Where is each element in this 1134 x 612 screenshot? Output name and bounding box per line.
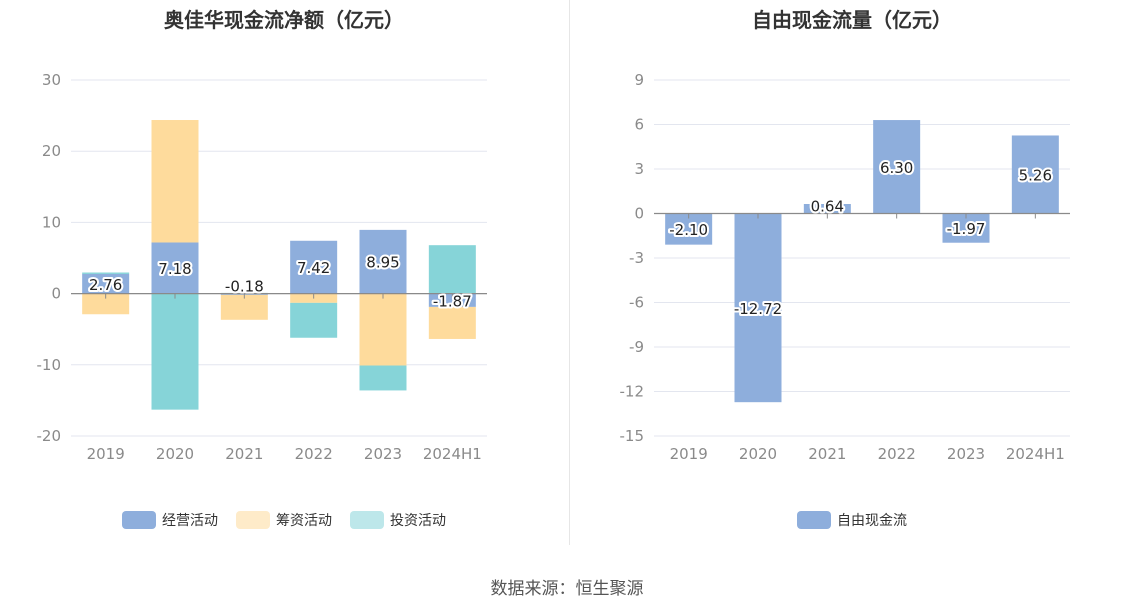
bar-筹资活动-2023 [359,293,407,366]
bar-筹资活动-2019 [82,293,130,315]
panel-divider [569,0,570,545]
y-tick-label: 0 [634,205,644,223]
data-label: 6.30 [880,159,913,177]
right-chart-title: 自由现金流量（亿元） [752,8,952,32]
data-label: 2.76 [89,276,122,294]
y-tick-label: 3 [634,160,644,178]
left-chart-panel: 奥佳华现金流净额（亿元） 30 20 10 0 -10 -20 2019 2020 2021 20… [0,0,568,545]
y-tick-label: 9 [634,71,644,89]
x-tick-label: 2021 [225,445,263,463]
left-chart-svg: 30 20 10 0 -10 -20 2019 2020 2021 2022 2023 2024H1 2… [37,71,487,463]
x-tick-label: 2023 [364,445,402,463]
x-tick-label: 2024H1 [423,445,482,463]
legend-item[interactable]: 经营活动 [122,510,218,530]
data-label: 0.64 [811,198,844,216]
data-label: -1.97 [947,220,986,238]
x-tick-label: 2022 [878,445,916,463]
bar-投资活动-2024H1 [428,245,476,294]
bar-经营活动-2022 [290,240,338,294]
data-source-note: 数据来源：恒生聚源 [490,579,644,599]
y-tick-label: 30 [42,71,61,89]
data-label: 5.26 [1019,166,1052,184]
legend-swatch [350,511,384,529]
legend-label: 自由现金流 [837,513,907,529]
bar-投资活动-2019 [82,272,130,274]
x-tick-label: 2022 [295,445,333,463]
x-tick-label: 2024H1 [1006,445,1065,463]
legend-swatch [797,511,831,529]
legend-swatch [122,511,156,529]
y-tick-label: -15 [620,427,645,445]
y-tick-label: 0 [51,285,61,303]
legend-label: 经营活动 [162,513,218,529]
y-tick-label: -3 [629,249,644,267]
bar-投资活动-2022 [290,302,338,338]
bar-投资活动-2020 [151,293,199,410]
bar-经营活动-2023 [359,229,407,294]
y-tick-label: 10 [42,213,61,231]
bar-经营活动-2019 [82,273,130,294]
data-label: -1.87 [433,292,472,310]
legend-item[interactable]: 自由现金流 [797,510,907,530]
left-chart-title: 奥佳华现金流净额（亿元） [164,8,404,32]
data-label: -12.72 [734,300,782,318]
data-label: 7.42 [297,259,330,277]
y-tick-label: -6 [629,294,644,312]
y-tick-label: 6 [634,116,644,134]
bar-筹资活动-2024H1 [428,306,476,339]
right-chart-legend: 自由现金流 [570,510,1134,530]
legend-item[interactable]: 投资活动 [350,510,446,530]
x-tick-label: 2019 [87,445,125,463]
y-tick-label: 20 [42,142,61,160]
bar-自由现金流-2024H1 [1011,135,1059,214]
bar-自由现金流-2021 [803,204,851,214]
x-tick-label: 2021 [808,445,846,463]
x-tick-label: 2023 [947,445,985,463]
legend-label: 筹资活动 [276,513,332,529]
bar-筹资活动-2020 [151,120,199,243]
bar-投资活动-2023 [359,365,407,391]
data-label: 7.18 [158,260,191,278]
y-tick-label: -20 [37,427,62,445]
x-tick-label: 2019 [670,445,708,463]
data-label: -0.18 [225,278,264,296]
legend-item[interactable]: 筹资活动 [236,510,332,530]
left-chart-legend: 经营活动 筹资活动 投资活动 [0,510,568,530]
bar-经营活动-2020 [151,242,199,294]
y-tick-label: -9 [629,338,644,356]
x-tick-label: 2020 [739,445,777,463]
bar-自由现金流-2022 [873,120,921,214]
bar-自由现金流-2019 [665,213,713,245]
right-chart-svg: 9 6 3 0 -3 -6 -9 -12 -15 2019 2020 2021 2022 2023 2024… [620,71,1070,463]
data-label: -2.10 [669,221,708,239]
data-label: 8.95 [366,254,399,272]
bar-经营活动-2024H1 [428,293,476,307]
bar-筹资活动-2021 [220,294,268,320]
y-tick-label: -10 [37,356,62,374]
y-tick-label: -12 [620,383,645,401]
legend-swatch [236,511,270,529]
x-tick-label: 2020 [156,445,194,463]
right-chart-panel: 自由现金流量（亿元） 9 6 3 0 -3 -6 -9 -12 -15 2019 2020 2021 2… [570,0,1134,545]
bar-自由现金流-2020 [734,213,782,403]
legend-label: 投资活动 [390,513,446,529]
